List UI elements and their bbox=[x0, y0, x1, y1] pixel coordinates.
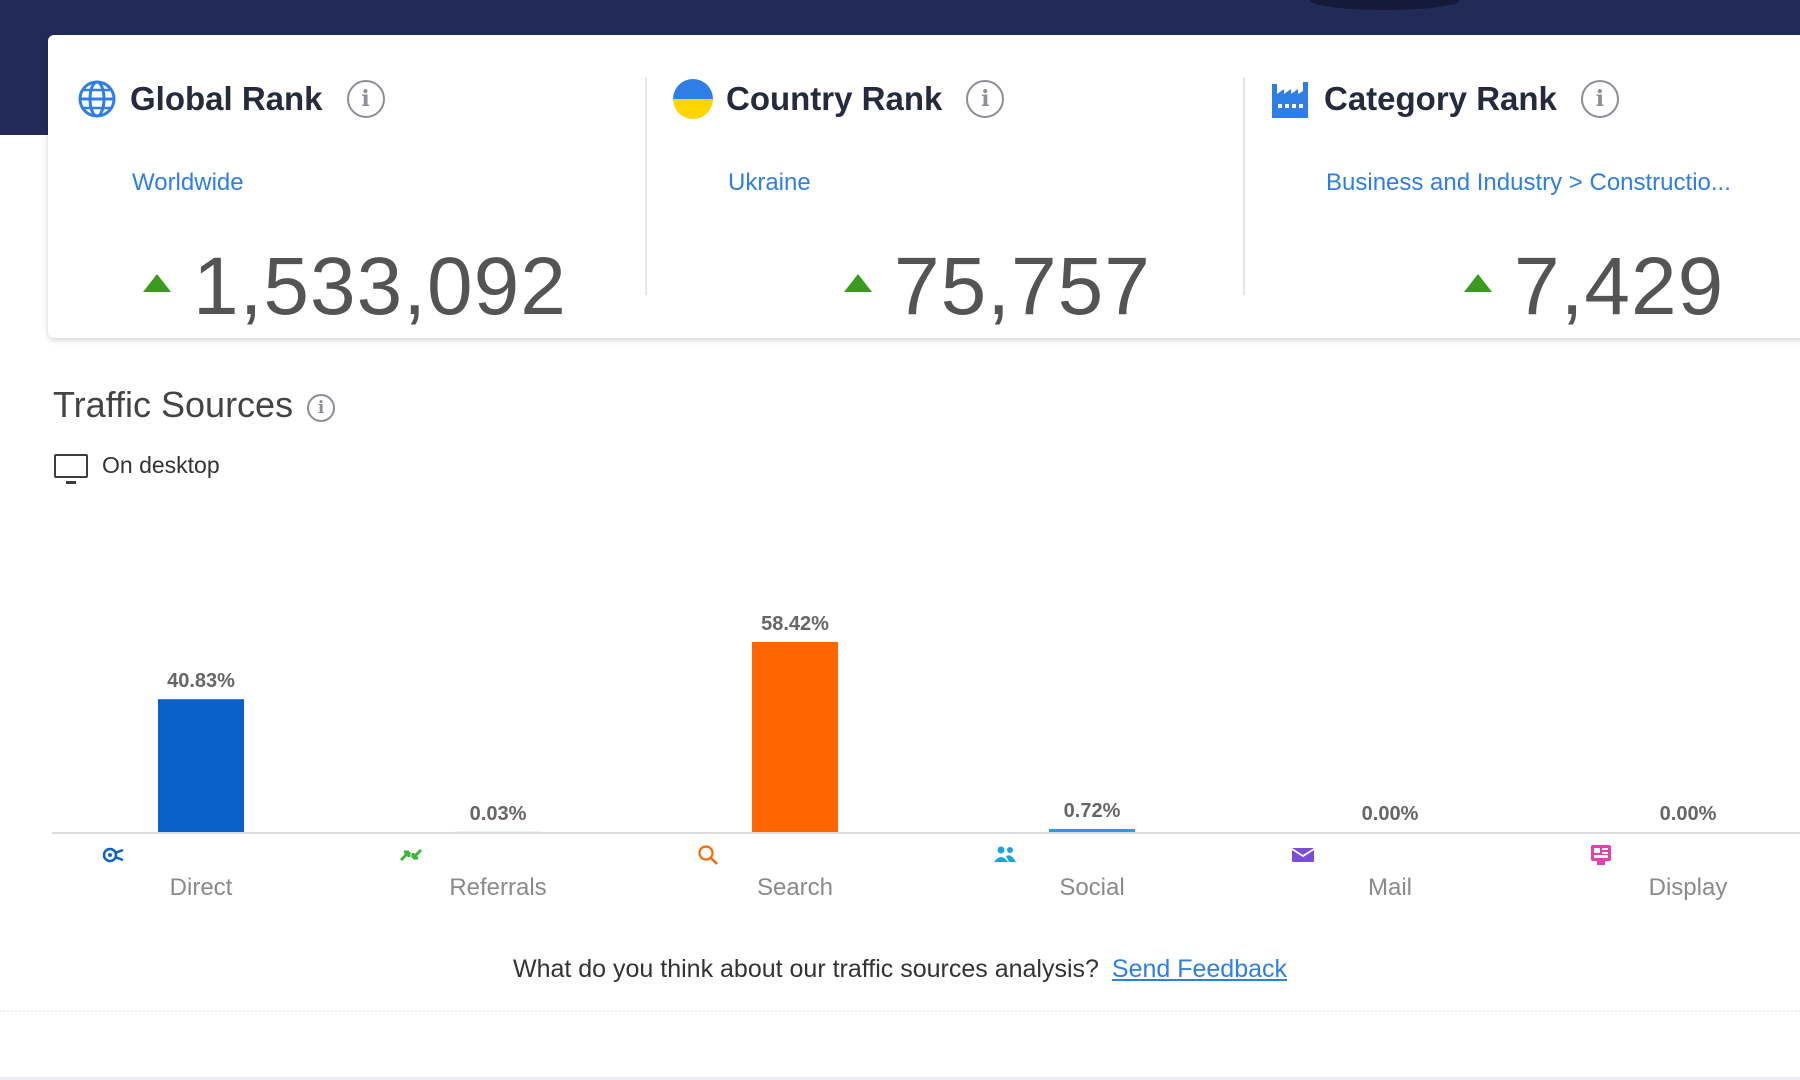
global-rank-value: 1,533,092 bbox=[193, 241, 567, 332]
traffic-sources-title: Traffic Sources bbox=[53, 384, 294, 425]
divider bbox=[645, 77, 647, 295]
category-label[interactable]: Social bbox=[1059, 874, 1125, 901]
country-rank-title: Country Rank bbox=[726, 80, 943, 117]
info-icon[interactable]: i bbox=[307, 394, 336, 422]
bottom-border bbox=[0, 1077, 1800, 1080]
country-rank-subtitle[interactable]: Ukraine bbox=[728, 169, 811, 196]
device-label: On desktop bbox=[102, 452, 220, 478]
ukraine-flag-icon bbox=[672, 78, 714, 120]
rank-up-icon bbox=[844, 274, 872, 292]
category-label[interactable]: Referrals bbox=[449, 874, 547, 901]
category-rank-value: 7,429 bbox=[1514, 241, 1725, 332]
rank-card: Global Rank i Worldwide 1,533,092 Countr… bbox=[48, 35, 1800, 338]
country-rank-value: 75,757 bbox=[894, 241, 1151, 332]
category-label[interactable]: Search bbox=[756, 874, 834, 901]
category-rank-title: Category Rank bbox=[1324, 80, 1557, 117]
feedback-row: What do you think about our traffic sour… bbox=[0, 955, 1800, 984]
bar-value-label: 0.72% bbox=[1064, 800, 1121, 822]
country-rank-panel: Country Rank i Ukraine 75,757 bbox=[646, 35, 1244, 338]
divider bbox=[1243, 77, 1245, 295]
factory-icon bbox=[1270, 78, 1312, 120]
feedback-text: What do you think about our traffic sour… bbox=[512, 955, 1099, 983]
info-icon[interactable]: i bbox=[966, 80, 1005, 118]
global-rank-panel: Global Rank i Worldwide 1,533,092 bbox=[48, 35, 646, 338]
send-feedback-link[interactable]: Send Feedback bbox=[1111, 955, 1288, 983]
category-label[interactable]: Display bbox=[1648, 874, 1728, 901]
header-shadow bbox=[1310, 0, 1460, 10]
info-icon[interactable]: i bbox=[346, 80, 385, 118]
bar-value-label: 58.42% bbox=[761, 613, 829, 635]
category-label[interactable]: Direct bbox=[169, 874, 233, 901]
category-label[interactable]: Mail bbox=[1367, 874, 1412, 901]
traffic-sources-chart: 40.83% 0.03% 58.42% 0.72% 0.00% 0.00% Direct R… bbox=[0, 600, 1800, 901]
bar-value-label: 40.83% bbox=[167, 670, 235, 692]
chart-canvas: 40.83% 0.03% 58.42% 0.72% 0.00% 0.00% bbox=[52, 613, 1800, 834]
bar-direct[interactable] bbox=[158, 699, 244, 832]
section-divider bbox=[0, 1010, 1800, 1012]
category-rank-subtitle[interactable]: Business and Industry > Constructio... bbox=[1326, 169, 1731, 196]
desktop-icon bbox=[54, 453, 88, 484]
bar-search[interactable] bbox=[752, 642, 838, 832]
globe-icon bbox=[76, 78, 118, 120]
global-rank-subtitle[interactable]: Worldwide bbox=[132, 169, 244, 196]
global-rank-title: Global Rank bbox=[130, 80, 323, 117]
rank-up-icon bbox=[1464, 274, 1492, 292]
traffic-sources-header: Traffic Sources i bbox=[53, 384, 336, 426]
bar-value-label: 0.00% bbox=[1660, 803, 1717, 825]
bar-social[interactable] bbox=[1049, 829, 1135, 832]
rank-up-icon bbox=[143, 274, 171, 292]
info-icon[interactable]: i bbox=[1580, 80, 1619, 118]
bar-value-label: 0.00% bbox=[1362, 803, 1419, 825]
category-rank-panel: Category Rank i Business and Industry > … bbox=[1244, 35, 1800, 338]
bar-value-label: 0.03% bbox=[470, 803, 527, 825]
device-indicator: On desktop bbox=[54, 452, 220, 484]
